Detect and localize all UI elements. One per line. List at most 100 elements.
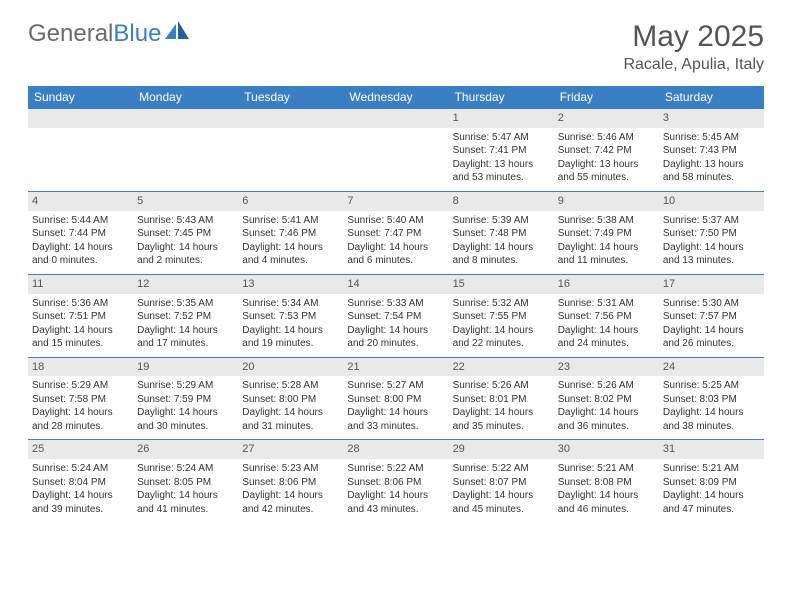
sunrise-text: Sunrise: 5:31 AM (558, 297, 655, 311)
day-number: 25 (28, 440, 133, 459)
sunset-text: Sunset: 8:08 PM (558, 476, 655, 490)
day-number-empty (28, 109, 133, 128)
daylight-text: and 46 minutes. (558, 503, 655, 517)
sunrise-text: Sunrise: 5:22 AM (347, 462, 444, 476)
sunrise-text: Sunrise: 5:40 AM (347, 214, 444, 228)
daylight-text: Daylight: 14 hours (347, 324, 444, 338)
sunrise-text: Sunrise: 5:25 AM (663, 379, 760, 393)
daylight-text: and 20 minutes. (347, 337, 444, 351)
calendar-day-cell (133, 109, 238, 192)
sunrise-text: Sunrise: 5:39 AM (453, 214, 550, 228)
day-number: 10 (659, 192, 764, 211)
daylight-text: and 42 minutes. (242, 503, 339, 517)
calendar-day-cell (343, 109, 448, 192)
daylight-text: Daylight: 14 hours (242, 324, 339, 338)
calendar-day-cell: 6Sunrise: 5:41 AMSunset: 7:46 PMDaylight… (238, 191, 343, 274)
day-number: 11 (28, 275, 133, 294)
day-number: 3 (659, 109, 764, 128)
daylight-text: and 2 minutes. (137, 254, 234, 268)
sunrise-text: Sunrise: 5:29 AM (32, 379, 129, 393)
sunset-text: Sunset: 7:58 PM (32, 393, 129, 407)
daylight-text: Daylight: 14 hours (137, 489, 234, 503)
sunset-text: Sunset: 8:06 PM (347, 476, 444, 490)
calendar-day-cell: 16Sunrise: 5:31 AMSunset: 7:56 PMDayligh… (554, 274, 659, 357)
calendar-day-cell: 27Sunrise: 5:23 AMSunset: 8:06 PMDayligh… (238, 440, 343, 522)
sunset-text: Sunset: 8:05 PM (137, 476, 234, 490)
daylight-text: Daylight: 13 hours (663, 158, 760, 172)
day-number-empty (238, 109, 343, 128)
day-number: 30 (554, 440, 659, 459)
daylight-text: and 17 minutes. (137, 337, 234, 351)
sunset-text: Sunset: 8:06 PM (242, 476, 339, 490)
daylight-text: Daylight: 14 hours (663, 406, 760, 420)
daylight-text: and 30 minutes. (137, 420, 234, 434)
daylight-text: and 13 minutes. (663, 254, 760, 268)
calendar-day-cell: 7Sunrise: 5:40 AMSunset: 7:47 PMDaylight… (343, 191, 448, 274)
calendar-day-cell: 1Sunrise: 5:47 AMSunset: 7:41 PMDaylight… (449, 109, 554, 192)
sunset-text: Sunset: 7:46 PM (242, 227, 339, 241)
day-of-week-row: Sunday Monday Tuesday Wednesday Thursday… (28, 86, 764, 109)
day-number: 9 (554, 192, 659, 211)
calendar-day-cell (238, 109, 343, 192)
sunrise-text: Sunrise: 5:26 AM (558, 379, 655, 393)
dow-header: Tuesday (238, 86, 343, 109)
daylight-text: Daylight: 14 hours (558, 489, 655, 503)
daylight-text: Daylight: 14 hours (242, 406, 339, 420)
daylight-text: Daylight: 14 hours (453, 241, 550, 255)
daylight-text: Daylight: 14 hours (663, 489, 760, 503)
daylight-text: Daylight: 14 hours (347, 406, 444, 420)
daylight-text: and 11 minutes. (558, 254, 655, 268)
calendar-day-cell: 13 Sunrise: 5:34 AMSunset: 7:53 PMDayligh… (238, 274, 343, 357)
daylight-text: and 19 minutes. (242, 337, 339, 351)
calendar-day-cell: 10Sunrise: 5:37 AMSunset: 7:50 PMDayligh… (659, 191, 764, 274)
calendar-day-cell: 28Sunrise: 5:22 AMSunset: 8:06 PMDayligh… (343, 440, 448, 522)
daylight-text: Daylight: 13 hours (558, 158, 655, 172)
sunset-text: Sunset: 7:49 PM (558, 227, 655, 241)
dow-header: Wednesday (343, 86, 448, 109)
sunrise-text: Sunrise: 5:24 AM (137, 462, 234, 476)
sunset-text: Sunset: 7:50 PM (663, 227, 760, 241)
calendar-week-row: 18 Sunrise: 5:29 AMSunset: 7:58 PM Dayligh… (28, 357, 764, 440)
daylight-text: and 33 minutes. (347, 420, 444, 434)
sunset-text: Sunset: 8:01 PM (453, 393, 550, 407)
daylight-text: Daylight: 14 hours (137, 241, 234, 255)
sunrise-text: Sunrise: 5:23 AM (242, 462, 339, 476)
sunset-text: Sunset: 7:56 PM (558, 310, 655, 324)
sunrise-text: Sunrise: 5:35 AM (137, 297, 234, 311)
sunrise-text: Sunrise: 5:21 AM (558, 462, 655, 476)
sunset-text: Sunset: 8:09 PM (663, 476, 760, 490)
dow-header: Friday (554, 86, 659, 109)
daylight-text: and 58 minutes. (663, 171, 760, 185)
day-number: 24 (659, 358, 764, 377)
calendar-page: GeneralBlue May 2025 Racale, Apulia, Ita… (0, 0, 792, 532)
sunrise-text: Sunrise: 5:43 AM (137, 214, 234, 228)
day-number-empty (343, 109, 448, 128)
page-subtitle: Racale, Apulia, Italy (623, 56, 764, 74)
day-number: 8 (449, 192, 554, 211)
sunset-text: Sunset: 8:04 PM (32, 476, 129, 490)
daylight-text: and 39 minutes. (32, 503, 129, 517)
daylight-text: and 45 minutes. (453, 503, 550, 517)
daylight-text: Daylight: 14 hours (32, 324, 129, 338)
sunrise-text: Sunrise: 5:28 AM (242, 379, 339, 393)
sunrise-text: Sunrise: 5:34 AM (242, 297, 339, 311)
day-number: 13 (238, 275, 343, 294)
title-block: May 2025 Racale, Apulia, Italy (623, 20, 764, 74)
day-number: 14 (343, 275, 448, 294)
sunrise-text: Sunrise: 5:37 AM (663, 214, 760, 228)
day-number: 31 (659, 440, 764, 459)
daylight-text: and 55 minutes. (558, 171, 655, 185)
calendar-day-cell: 5Sunrise: 5:43 AMSunset: 7:45 PMDaylight… (133, 191, 238, 274)
daylight-text: and 22 minutes. (453, 337, 550, 351)
sunset-text: Sunset: 7:53 PM (242, 310, 339, 324)
daylight-text: and 53 minutes. (453, 171, 550, 185)
dow-header: Thursday (449, 86, 554, 109)
calendar-week-row: 11Sunrise: 5:36 AMSunset: 7:51 PMDayligh… (28, 274, 764, 357)
day-number: 18 (28, 358, 133, 377)
day-number: 4 (28, 192, 133, 211)
sunrise-text: Sunrise: 5:26 AM (453, 379, 550, 393)
calendar-day-cell: 24Sunrise: 5:25 AMSunset: 8:03 PMDayligh… (659, 357, 764, 440)
sunset-text: Sunset: 8:02 PM (558, 393, 655, 407)
daylight-text: Daylight: 14 hours (453, 489, 550, 503)
calendar-day-cell (28, 109, 133, 192)
